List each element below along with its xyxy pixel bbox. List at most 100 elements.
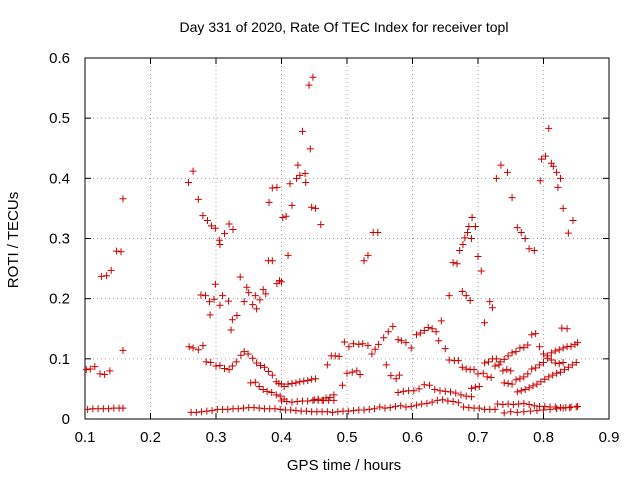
data-point xyxy=(308,375,316,383)
axis-ticks xyxy=(84,57,610,420)
data-point xyxy=(546,405,554,413)
data-point xyxy=(471,383,479,391)
data-point xyxy=(402,403,410,411)
data-point xyxy=(331,352,339,360)
data-point xyxy=(344,407,352,415)
data-point xyxy=(564,229,572,237)
data-point xyxy=(520,343,528,351)
data-point xyxy=(268,257,276,265)
data-point xyxy=(568,361,576,369)
data-point xyxy=(348,368,356,376)
data-point xyxy=(360,406,368,414)
data-point xyxy=(343,369,351,377)
data-point xyxy=(517,228,525,236)
data-point xyxy=(284,380,292,388)
data-point xyxy=(524,341,532,349)
data-point xyxy=(399,387,407,395)
data-point xyxy=(439,396,447,404)
data-point xyxy=(513,388,521,396)
data-point xyxy=(282,212,290,220)
data-point xyxy=(394,336,402,344)
data-point xyxy=(389,322,397,330)
data-point xyxy=(250,404,258,412)
data-point xyxy=(273,183,281,191)
data-point xyxy=(263,387,271,395)
data-point xyxy=(492,355,500,363)
grid xyxy=(85,58,609,419)
data-point xyxy=(259,386,267,394)
data-point xyxy=(312,375,320,383)
data-point xyxy=(268,389,276,397)
data-point xyxy=(515,400,523,408)
data-point xyxy=(244,350,252,358)
data-point xyxy=(353,367,361,375)
data-point xyxy=(500,409,508,417)
data-point xyxy=(330,396,338,404)
data-point xyxy=(268,184,276,192)
data-point xyxy=(189,344,197,352)
data-point xyxy=(268,371,276,379)
data-point xyxy=(302,407,310,415)
data-point xyxy=(228,362,236,370)
data-point xyxy=(293,174,301,182)
data-point xyxy=(521,386,529,394)
data-point xyxy=(475,383,483,391)
data-point xyxy=(207,222,215,230)
data-point xyxy=(426,381,434,389)
y-tick-label: 0.4 xyxy=(49,170,70,187)
data-point xyxy=(551,359,559,367)
data-point xyxy=(436,387,444,395)
data-point xyxy=(368,350,376,358)
data-point xyxy=(524,370,532,378)
y-tick-label: 0.2 xyxy=(49,291,70,308)
data-point xyxy=(206,311,214,319)
data-point xyxy=(225,366,233,374)
data-point xyxy=(452,389,460,397)
data-point xyxy=(432,328,440,336)
data-point xyxy=(491,362,499,370)
data-point xyxy=(497,161,505,169)
data-point xyxy=(513,224,521,232)
data-point xyxy=(487,373,495,381)
data-point xyxy=(216,301,224,309)
data-point xyxy=(371,405,379,413)
y-tick-label: 0 xyxy=(62,411,70,428)
data-point xyxy=(540,350,547,358)
data-point xyxy=(512,348,520,356)
data-point xyxy=(456,247,464,255)
data-point xyxy=(203,216,211,224)
data-point xyxy=(211,280,219,288)
x-tick-label: 0.2 xyxy=(140,429,161,446)
data-point xyxy=(500,355,508,363)
data-point xyxy=(219,292,227,300)
data-point xyxy=(82,366,90,374)
data-point xyxy=(197,291,205,299)
data-point xyxy=(359,340,367,348)
data-point xyxy=(192,408,200,416)
data-point xyxy=(237,351,245,359)
data-point xyxy=(525,384,533,392)
y-tick-label: 0.6 xyxy=(49,50,70,67)
data-point xyxy=(449,398,457,406)
data-point xyxy=(119,404,127,412)
data-point xyxy=(300,377,308,385)
data-point xyxy=(459,241,467,249)
data-point xyxy=(574,402,582,410)
data-point xyxy=(279,213,287,221)
data-point xyxy=(491,405,499,413)
data-point xyxy=(559,344,567,352)
data-point xyxy=(453,260,461,268)
data-point xyxy=(292,407,300,415)
data-point xyxy=(557,368,565,376)
data-point xyxy=(500,379,508,387)
data-point xyxy=(410,387,418,395)
y-tick-label: 0.5 xyxy=(49,110,70,127)
data-point xyxy=(528,365,536,373)
data-point xyxy=(371,345,379,353)
data-point xyxy=(416,329,424,337)
data-point xyxy=(538,155,546,163)
data-point xyxy=(224,297,232,305)
data-point xyxy=(107,266,115,274)
data-point xyxy=(395,371,403,379)
data-point xyxy=(509,401,517,409)
